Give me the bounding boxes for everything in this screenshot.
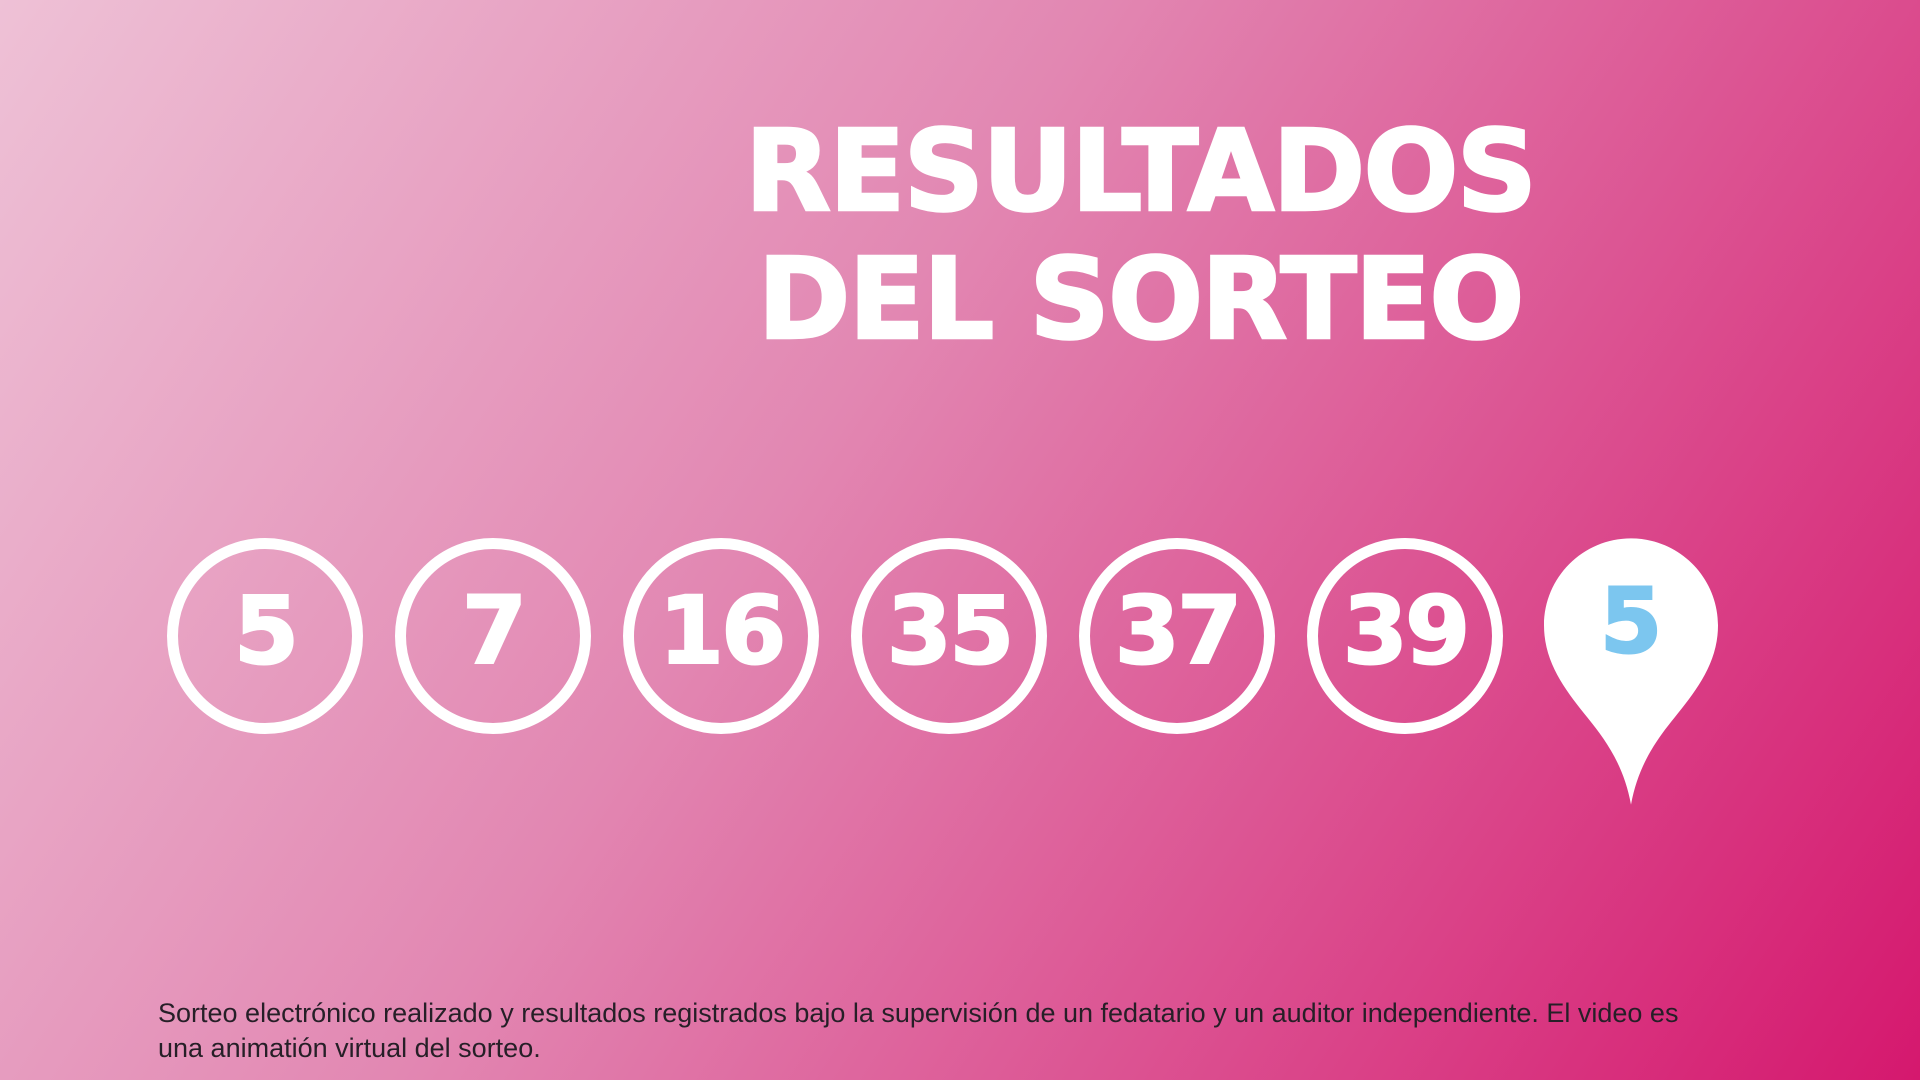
result-ball-4: 35	[851, 538, 1047, 734]
disclaimer-text: Sorteo electrónico realizado y resultado…	[158, 996, 1678, 1066]
ball-number: 35	[886, 577, 1016, 686]
ball-number: 37	[1114, 577, 1244, 686]
bonus-pin: 5	[1544, 538, 1718, 805]
ball-number: 7	[461, 577, 528, 686]
ball-number: 5	[233, 577, 300, 686]
ball-number: 16	[658, 577, 788, 686]
disclaimer-line-1: Sorteo electrónico realizado y resultado…	[158, 998, 1679, 1028]
page-title: RESULTADOS DEL SORTEO	[720, 107, 1560, 366]
bonus-number: 5	[1599, 569, 1664, 674]
result-ball-5: 37	[1079, 538, 1275, 734]
result-ball-3: 16	[623, 538, 819, 734]
disclaimer-line-2: una animatión virtual del sorteo.	[158, 1033, 541, 1063]
results-row: 5 7 16 35 37 39 5	[167, 538, 1718, 805]
page-title-line-2: DEL SORTEO	[756, 235, 1526, 366]
result-ball-1: 5	[167, 538, 363, 734]
ball-number: 39	[1342, 577, 1472, 686]
page-title-line-1: RESULTADOS	[744, 107, 1539, 238]
result-ball-2: 7	[395, 538, 591, 734]
result-ball-6: 39	[1307, 538, 1503, 734]
map-pin-icon	[1544, 538, 1718, 805]
